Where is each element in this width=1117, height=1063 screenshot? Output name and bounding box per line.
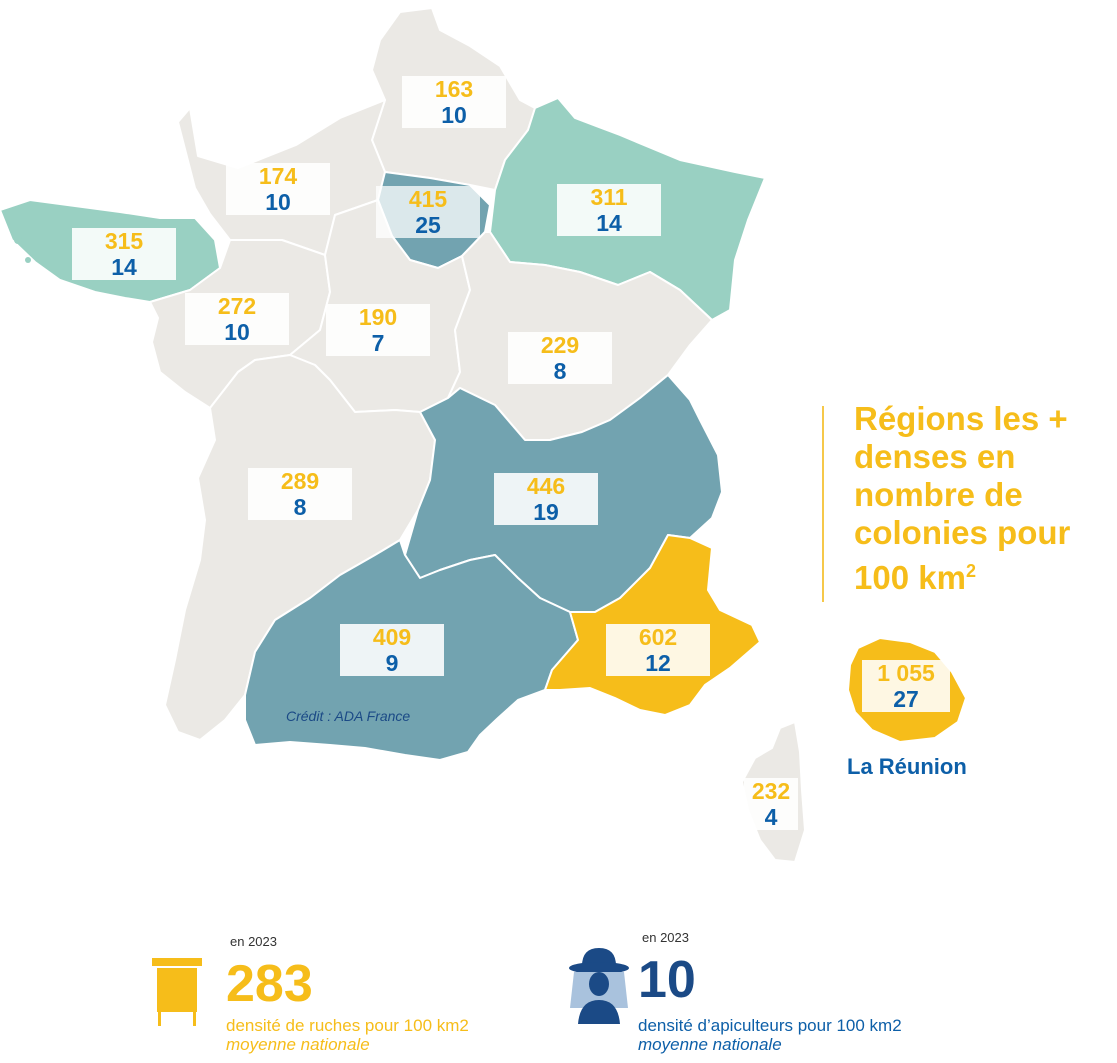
credit: Crédit : ADA France xyxy=(286,708,411,724)
map-title-superscript: 2 xyxy=(965,561,976,581)
hives-density: 415 xyxy=(408,186,448,212)
hives-density: 229 xyxy=(540,332,580,358)
hives-density: 1 055 xyxy=(877,660,935,686)
label-provence-alpes-cote-dazur: 602 12 xyxy=(606,624,710,676)
hives-density: 315 xyxy=(104,228,144,254)
title-divider xyxy=(822,406,824,602)
beekeepers-density: 12 xyxy=(645,650,671,676)
hives-density: 174 xyxy=(258,163,298,189)
island-dot xyxy=(14,236,22,244)
label-grand-est: 311 14 xyxy=(557,184,661,236)
hives-density: 602 xyxy=(638,624,678,650)
hives-density: 446 xyxy=(526,473,566,499)
beekeepers-density: 14 xyxy=(111,254,137,280)
map-title-text: Régions les + denses en nombre de coloni… xyxy=(854,400,1071,596)
label-occitanie: 409 9 xyxy=(340,624,444,676)
label-normandie: 174 10 xyxy=(226,163,330,215)
beekeepers-density: 7 xyxy=(371,330,385,356)
label-pays-de-la-loire: 272 10 xyxy=(185,293,289,345)
hives-subtitle: moyenne nationale xyxy=(226,1035,370,1054)
reunion-label: La Réunion xyxy=(847,754,967,779)
keepers-national-value: 10 xyxy=(638,951,696,1009)
hives-description: densité de ruches pour 100 km2 moyenne n… xyxy=(226,1016,469,1054)
hives-density: 272 xyxy=(217,293,257,319)
keepers-subtitle: moyenne nationale xyxy=(638,1035,782,1054)
label-ile-de-france: 415 25 xyxy=(376,186,480,238)
label-corse: 232 4 xyxy=(744,778,798,830)
map-title: Régions les + denses en nombre de coloni… xyxy=(854,400,1116,597)
hives-density: 311 xyxy=(590,184,628,210)
beekeepers-density: 10 xyxy=(224,319,250,345)
beekeepers-density: 8 xyxy=(293,494,307,520)
hives-density: 289 xyxy=(280,468,320,494)
beekeepers-density: 19 xyxy=(533,499,559,525)
label-la-reunion: 1 055 27 xyxy=(862,660,950,712)
beekeepers-density: 8 xyxy=(553,358,567,384)
label-centre-val-de-loire: 190 7 xyxy=(326,304,430,356)
hives-description-text: densité de ruches pour 100 km2 xyxy=(226,1016,469,1035)
hives-density: 409 xyxy=(372,624,412,650)
hives-density: 190 xyxy=(358,304,398,330)
keepers-year: en 2023 xyxy=(642,930,689,945)
beehive-icon xyxy=(152,958,202,1026)
label-auvergne-rhone-alpes: 446 19 xyxy=(494,473,598,525)
label-nouvelle-aquitaine: 289 8 xyxy=(248,468,352,520)
beekeeper-icon xyxy=(569,948,629,1024)
beekeepers-density: 10 xyxy=(441,102,467,128)
hives-national-value: 283 xyxy=(226,955,313,1013)
hives-density: 163 xyxy=(434,76,474,102)
island-dot xyxy=(25,257,31,263)
beekeepers-density: 9 xyxy=(385,650,399,676)
label-bourgogne-franche-comte: 229 8 xyxy=(508,332,612,384)
label-bretagne: 315 14 xyxy=(72,228,176,280)
label-hauts-de-france: 163 10 xyxy=(402,76,506,128)
hives-year: en 2023 xyxy=(230,934,277,949)
beekeepers-density: 14 xyxy=(596,210,622,236)
hives-density: 232 xyxy=(751,778,791,804)
keepers-description-text: densité d’apiculteurs pour 100 km2 xyxy=(638,1016,902,1035)
beekeepers-density: 25 xyxy=(415,212,441,238)
beekeepers-density: 10 xyxy=(265,189,291,215)
keepers-description: densité d’apiculteurs pour 100 km2 moyen… xyxy=(638,1016,902,1054)
beekeepers-density: 27 xyxy=(893,686,919,712)
beekeepers-density: 4 xyxy=(764,804,778,830)
